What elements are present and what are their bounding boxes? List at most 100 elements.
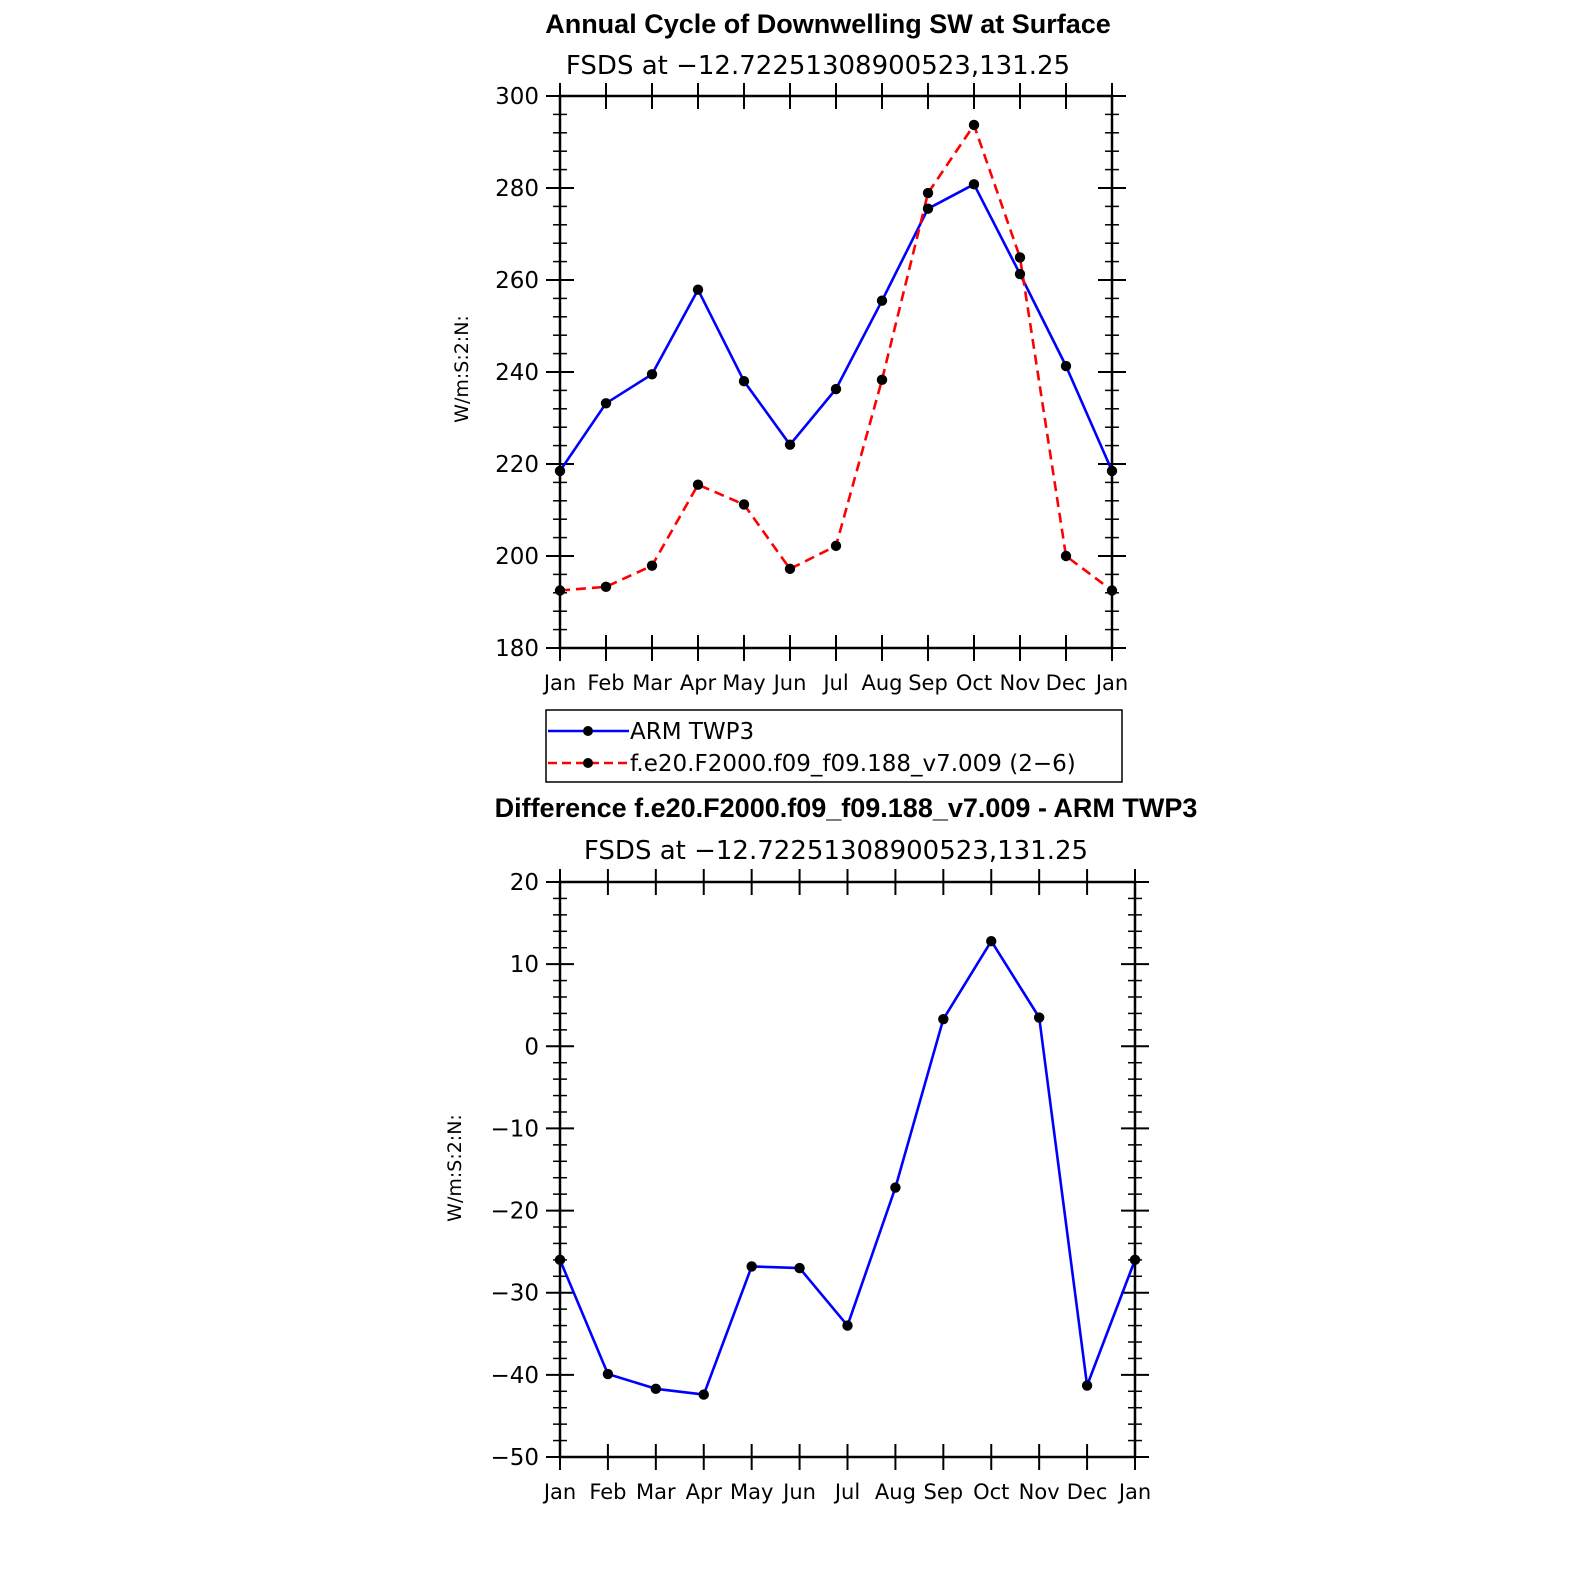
chart1-points <box>554 119 1118 596</box>
data-point <box>1081 1380 1093 1391</box>
y-tick-label: 180 <box>495 636 539 662</box>
data-point <box>842 1320 853 1331</box>
y-tick-label: −30 <box>490 1281 539 1307</box>
y-tick-label: −50 <box>490 1445 539 1471</box>
chart1-ylabel: W/m:S:2:N: <box>451 315 473 423</box>
y-tick-label: −40 <box>490 1363 539 1389</box>
x-tick-label: Jul <box>833 1480 860 1504</box>
x-tick-label: Aug <box>875 1480 916 1504</box>
data-point <box>646 369 658 380</box>
y-tick-label: 0 <box>524 1034 539 1060</box>
y-tick-label: 10 <box>510 952 539 978</box>
x-tick-label: Oct <box>956 671 992 695</box>
data-point <box>554 585 566 596</box>
x-tick-label: Oct <box>973 1480 1009 1504</box>
data-point <box>1014 252 1026 263</box>
data-point <box>830 540 842 552</box>
data-point <box>1033 1012 1045 1023</box>
data-point <box>650 1383 662 1395</box>
data-point <box>646 560 658 571</box>
chart2-title: Difference f.e20.F2000.f09_f09.188_v7.00… <box>495 793 1198 823</box>
y-tick-label: 220 <box>495 452 539 478</box>
data-point <box>600 398 612 409</box>
y-tick-label: 300 <box>495 84 539 110</box>
data-point <box>1014 268 1026 280</box>
chart1-axes: 180 200 220 240 260 280 300 Jan Feb Mar Apr May Jun J… <box>495 83 1128 695</box>
y-tick-label: 240 <box>495 360 539 386</box>
data-point <box>692 284 704 295</box>
data-point <box>922 187 934 199</box>
series-line-0 <box>558 183 1114 472</box>
chart1-lines <box>558 123 1114 592</box>
data-point <box>968 119 980 131</box>
data-point <box>986 935 997 947</box>
legend-box <box>545 709 1123 783</box>
legend-label-model: f.e20.F2000.f09_f09.188_v7.009 (2−6) <box>630 751 1076 777</box>
x-tick-label: Apr <box>686 1480 723 1504</box>
data-point <box>600 581 612 593</box>
x-tick-label: Dec <box>1067 1480 1108 1504</box>
chart1-legend: ARM TWP3 f.e20.F2000.f09_f09.188_v7.009 … <box>545 709 1123 783</box>
difference-chart: Difference f.e20.F2000.f09_f09.188_v7.00… <box>444 793 1197 1504</box>
data-point <box>794 1262 805 1274</box>
x-tick-label: Apr <box>680 671 717 695</box>
data-point <box>692 479 704 490</box>
data-point <box>554 465 566 477</box>
chart2-axes: −50 −40 −30 −20 −10 0 10 20 Jan Feb Mar Apr May Jun Ju… <box>490 869 1151 1504</box>
plot-frame <box>558 880 1137 1459</box>
x-tick-label: Jan <box>542 1480 576 1504</box>
legend-marker-arm <box>583 726 593 736</box>
series-line-1 <box>559 123 1113 592</box>
data-point <box>890 1182 901 1193</box>
data-point <box>922 203 934 214</box>
chart2-ylabel: W/m:S:2:N: <box>444 1114 466 1222</box>
data-point <box>876 374 888 386</box>
x-tick-label: Mar <box>632 671 672 695</box>
y-tick-label: 280 <box>495 176 539 202</box>
y-tick-label: −10 <box>490 1116 539 1142</box>
chart2-subtitle: FSDS at −12.72251308900523,131.25 <box>584 836 1088 866</box>
x-tick-label: Nov <box>1000 671 1041 695</box>
data-point <box>876 295 888 306</box>
legend-label-arm: ARM TWP3 <box>630 719 754 745</box>
x-tick-label: Sep <box>924 1480 964 1504</box>
x-tick-label: Jan <box>1117 1480 1151 1504</box>
x-tick-label: Feb <box>589 1480 626 1504</box>
x-tick-label: Sep <box>908 671 948 695</box>
data-point <box>554 1254 566 1266</box>
data-point <box>602 1368 614 1380</box>
data-point <box>784 563 796 575</box>
data-point <box>830 383 842 395</box>
y-tick-label: 20 <box>510 870 539 896</box>
y-tick-label: 260 <box>495 268 539 294</box>
data-point <box>1060 360 1072 372</box>
data-point <box>1129 1254 1141 1266</box>
data-point <box>738 499 750 510</box>
x-tick-label: Jul <box>821 671 848 695</box>
x-tick-label: Feb <box>587 671 624 695</box>
data-point <box>784 439 796 450</box>
x-tick-label: Nov <box>1019 1480 1060 1504</box>
data-point <box>968 179 980 190</box>
chart1-title: Annual Cycle of Downwelling SW at Surfac… <box>545 9 1111 39</box>
x-tick-label: Jan <box>542 671 576 695</box>
y-tick-label: 200 <box>495 544 539 570</box>
data-point <box>698 1389 709 1400</box>
y-tick-label: −20 <box>490 1199 539 1225</box>
x-tick-label: Jun <box>781 1480 816 1504</box>
x-tick-label: Aug <box>861 671 902 695</box>
x-tick-label: May <box>730 1480 773 1504</box>
x-tick-label: Dec <box>1046 671 1087 695</box>
chart1-subtitle: FSDS at −12.72251308900523,131.25 <box>566 51 1070 81</box>
data-point <box>1060 550 1072 562</box>
annual-cycle-chart: Annual Cycle of Downwelling SW at Surfac… <box>451 9 1128 783</box>
plot-frame <box>558 94 1114 650</box>
x-tick-label: Jan <box>1094 671 1128 695</box>
data-point <box>738 376 750 387</box>
legend-marker-model <box>583 758 593 768</box>
x-tick-label: May <box>722 671 765 695</box>
chart2-points <box>554 935 1141 1400</box>
x-tick-label: Mar <box>636 1480 676 1504</box>
data-point <box>938 1013 949 1025</box>
